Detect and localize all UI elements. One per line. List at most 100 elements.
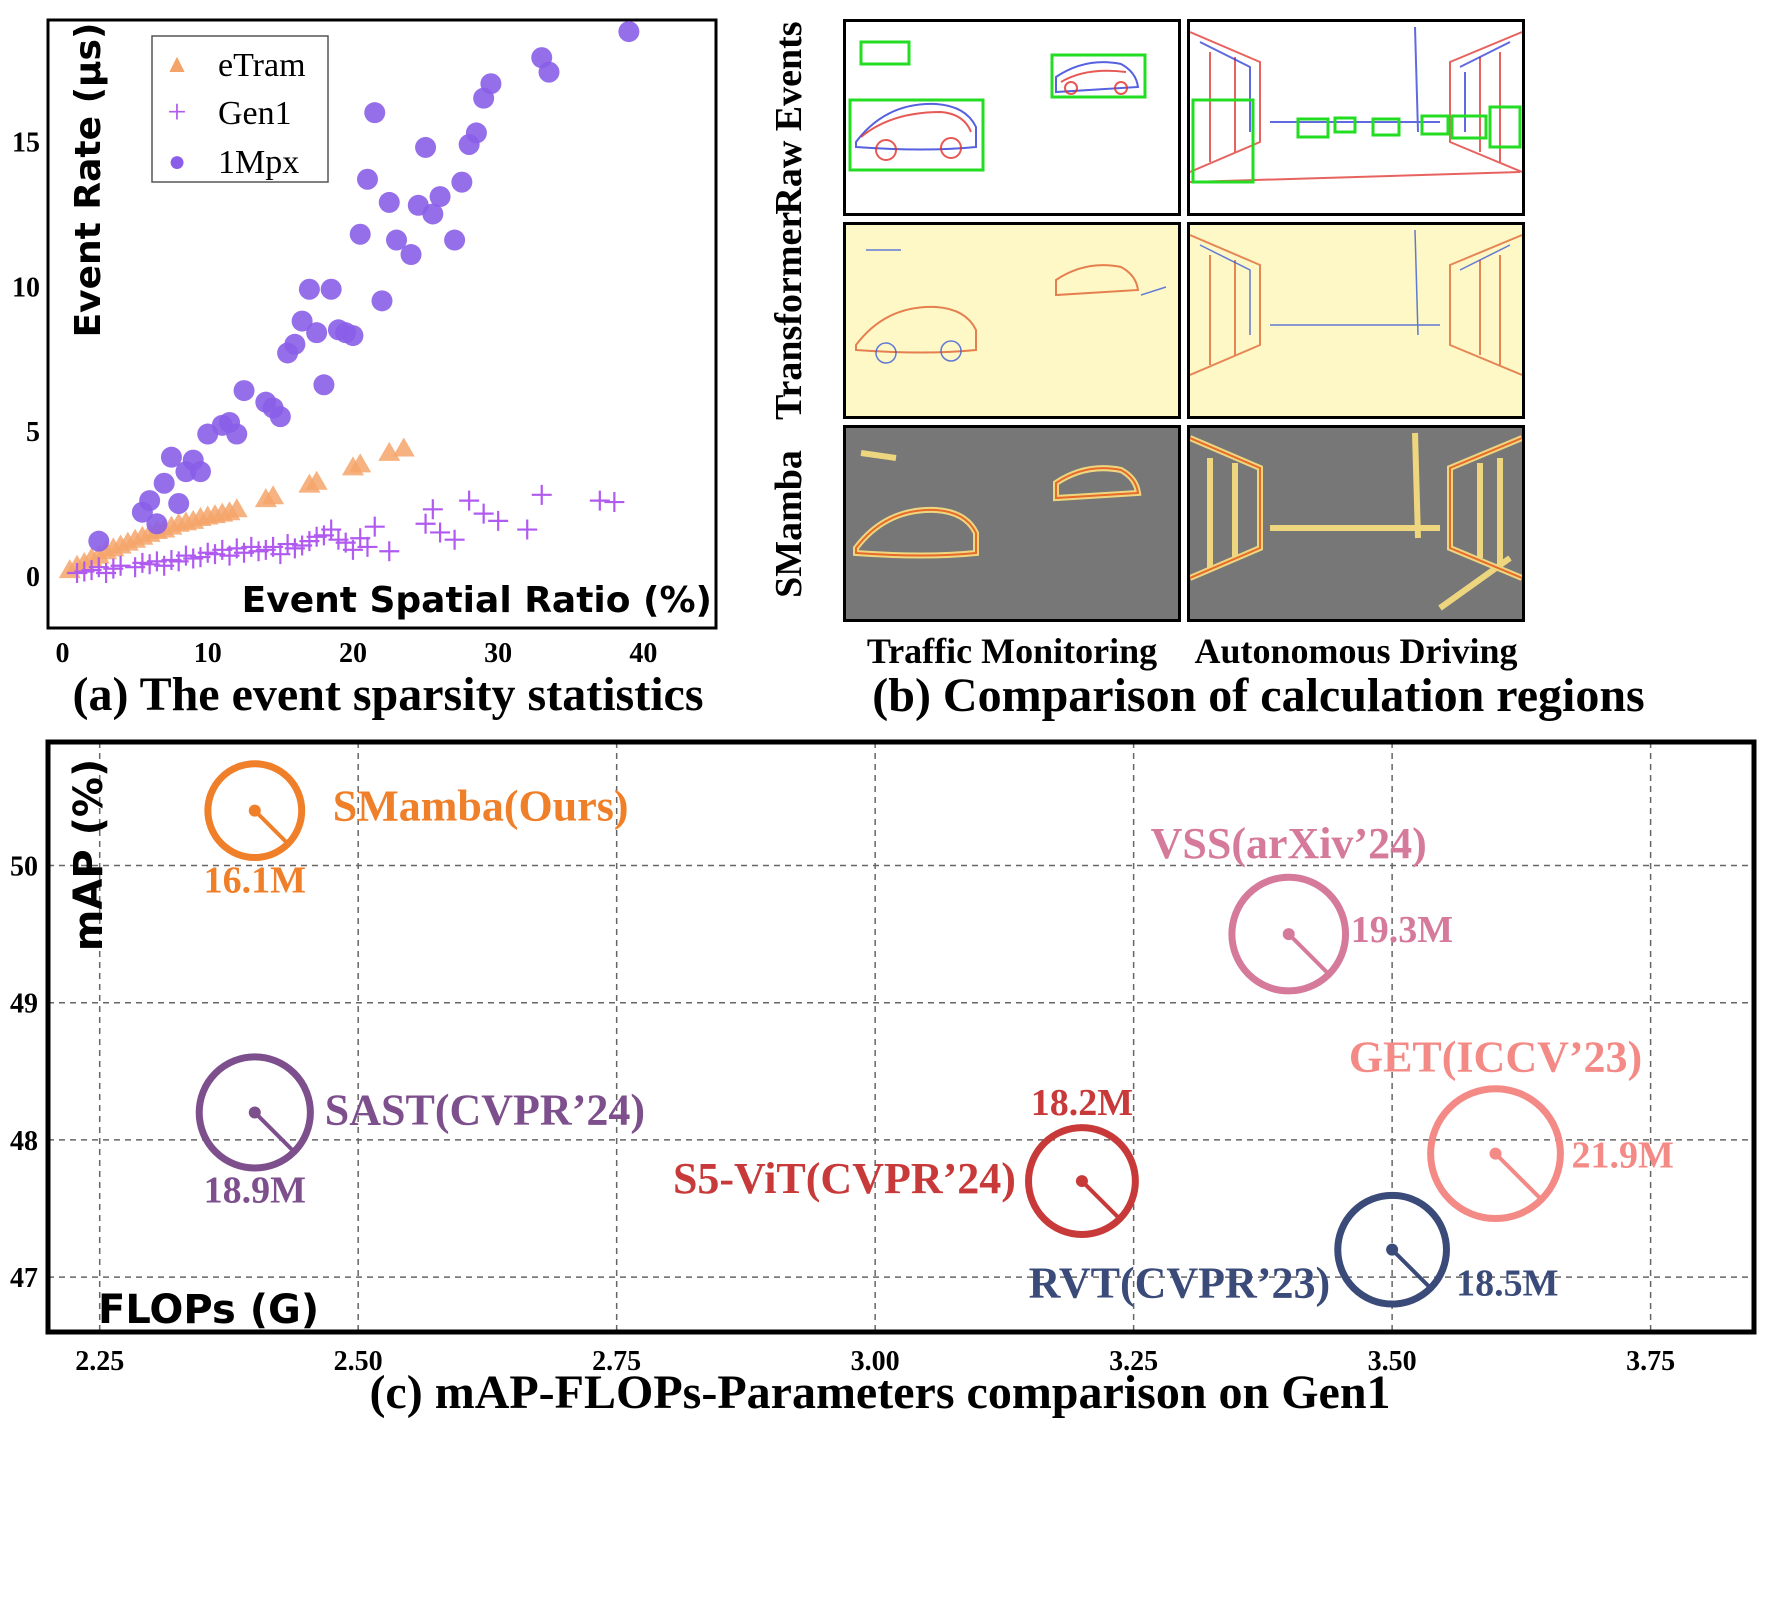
data-point [313,374,335,396]
data-point [465,122,487,144]
model-name-label: RVT(CVPR’23) [1029,1259,1331,1308]
data-point [320,278,342,300]
smamba-driving-image [1187,425,1525,622]
legend-marker-gen1: + [167,94,186,131]
bubble-radius-line [1390,1248,1433,1291]
legend-marker-etram: ▲ [164,49,190,78]
params-label: 18.2M [1031,1082,1133,1124]
y-tick-label: 48 [10,1126,38,1157]
data-point [422,499,443,520]
data-point [429,186,451,208]
x-tick-label: 0 [56,638,70,669]
data-point [371,290,393,312]
x-tick-label: 20 [339,638,367,669]
model-name-label: S5-ViT(CVPR’24) [673,1154,1016,1203]
data-point [430,522,451,543]
bubble-circle [1334,1191,1450,1308]
plot-frame [45,739,1757,1335]
y-tick-label: 47 [10,1263,38,1294]
x-tick-label: 2.75 [592,1346,641,1377]
data-point [531,484,552,505]
transformer-driving-image [1187,222,1525,419]
bubble-circle [1427,1085,1564,1223]
params-label: 18.9M [204,1169,306,1211]
axis-ticks: 2.25 2.50 2.75 3.00 3.25 3.50 3.75 47 48 49 50 [10,851,1675,1377]
x-tick-label: 3.75 [1626,1346,1675,1377]
row-label-transformer: Transformer [768,211,810,420]
data-point [604,492,625,513]
bubble-smamba-ours: SMamba(Ours) 16.1M [204,760,629,902]
x-tick-label: 40 [629,638,657,669]
y-axis-label: mAP (%) [66,759,112,952]
data-point [538,61,560,83]
data-point [233,380,255,402]
data-point [618,21,640,43]
bubble-circle [195,1053,314,1172]
bubble-center-dot [1386,1243,1399,1256]
y-tick-label: 0 [26,562,40,593]
data-point [88,530,110,552]
data-point [298,278,320,300]
data-point [225,498,248,518]
bubble-get-iccv-23: GET(ICCV’23) 21.9M [1349,1033,1674,1223]
params-label: 18.5M [1456,1263,1558,1305]
legend: ▲ eTram + Gen1 ● 1Mpx [151,35,329,183]
bubble-circle [1025,1124,1139,1238]
raw-events-traffic-image [843,19,1181,216]
event-sparsity-chart: 0 10 20 30 40 0 5 10 15 ▲ eTram + Gen1 ● 1Mpx Ev… [12,18,718,721]
plot-frame [46,18,718,630]
x-tick-label: 3.25 [1109,1346,1158,1377]
bubble-center-dot [248,804,261,817]
bubble-radius-line [253,1111,297,1154]
y-tick-label: 5 [26,417,40,448]
data-point [342,539,363,560]
data-point [451,171,473,193]
data-point [153,472,175,494]
data-point [349,453,372,473]
data-point [444,529,465,550]
data-point [459,490,480,511]
map-flops-params-chart: 2.25 2.50 2.75 3.00 3.25 3.50 3.75 47 48 49 50 SMa… [10,739,1757,1419]
y-tick-label: 15 [12,128,40,159]
data-point [589,490,610,511]
data-point [139,490,161,512]
data-point [291,310,313,332]
grid-lines [48,742,1754,1332]
bubble-radius-line [1494,1152,1544,1202]
bubble-sast-cvpr-24: SAST(CVPR’24) 18.9M [195,1053,645,1211]
legend-label-gen1: Gen1 [218,95,292,132]
data-point [415,136,437,158]
bubble-circle [1228,873,1350,995]
bubble-vss-arxiv-24: VSS(arXiv’24) 19.3M [1151,819,1453,995]
params-label: 16.1M [204,860,306,902]
bubble-s5-vit-cvpr-24: S5-ViT(CVPR’24) 18.2M [673,1082,1139,1238]
data-points [58,21,640,583]
y-tick-label: 50 [10,851,38,882]
legend-box [151,35,329,183]
data-point [415,513,436,534]
data-point [444,229,466,251]
data-point [262,485,285,505]
data-point [321,519,342,540]
data-point [189,461,211,483]
smamba-traffic-image [843,425,1181,622]
panel-c-caption: (c) mAP-FLOPs-Parameters comparison on G… [369,1366,1390,1419]
data-point [392,437,415,457]
data-point [270,544,291,565]
bubble-center-dot [248,1106,261,1119]
model-bubbles: SMamba(Ours) 16.1M VSS(arXiv’24) 19.3M SAST(… [195,760,1674,1308]
model-name-label: VSS(arXiv’24) [1151,819,1427,868]
bubble-center-dot [1075,1175,1088,1188]
bubble-center-dot [1489,1147,1502,1160]
data-point [378,191,400,213]
params-label: 21.9M [1572,1135,1674,1177]
x-tick-label: 10 [194,638,222,669]
axis-ticks: 0 10 20 30 40 0 5 10 15 [12,128,657,669]
params-label: 19.3M [1351,909,1453,951]
data-point [168,493,190,515]
row-label-smamba: SMamba [768,450,810,598]
transformer-traffic-image [843,222,1181,419]
column-label-traffic-monitoring: Traffic Monitoring [866,631,1158,671]
data-point [305,470,328,490]
panel-a-caption: (a) The event sparsity statistics [72,668,703,721]
